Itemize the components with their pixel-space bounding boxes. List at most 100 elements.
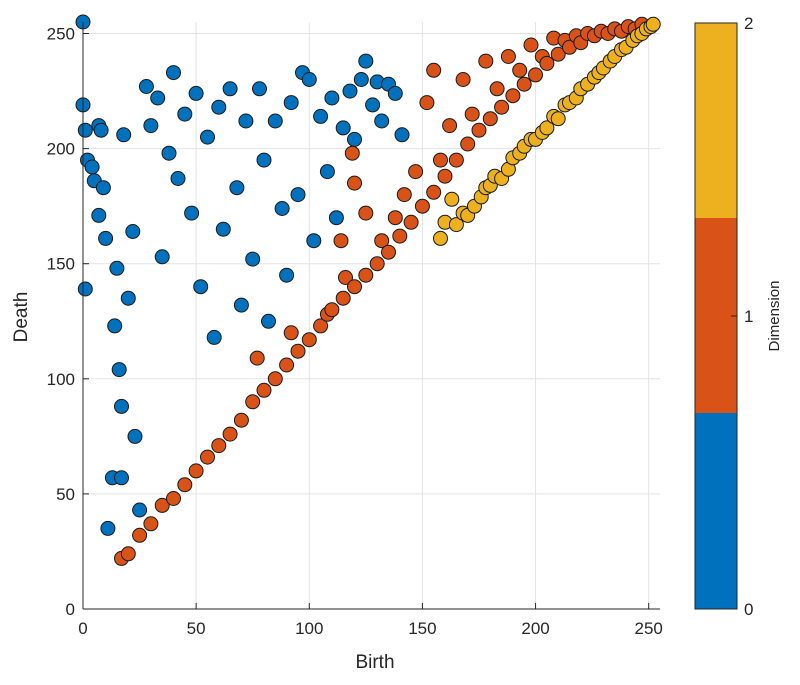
data-point xyxy=(482,111,498,127)
data-point xyxy=(283,325,299,341)
data-point xyxy=(233,297,249,313)
data-point xyxy=(550,46,566,62)
colorbar-label: Dimension xyxy=(766,281,783,352)
data-point xyxy=(184,205,200,221)
colorbar-segment-dimension-1 xyxy=(695,218,737,413)
data-point xyxy=(505,88,521,104)
y-tick-label: 0 xyxy=(66,600,75,619)
data-point xyxy=(471,122,487,138)
grid-lines xyxy=(82,22,660,610)
data-point xyxy=(301,332,317,348)
data-point xyxy=(338,270,353,285)
data-point xyxy=(353,72,369,87)
data-point xyxy=(116,127,132,143)
data-point xyxy=(93,122,109,138)
data-point xyxy=(347,175,362,191)
data-point xyxy=(233,412,249,428)
data-point xyxy=(91,207,107,223)
data-point xyxy=(403,214,419,230)
colorbar: 0 1 2 Dimension xyxy=(694,14,783,619)
data-point xyxy=(306,233,322,249)
data-point xyxy=(444,191,460,207)
data-point xyxy=(528,67,543,83)
data-point xyxy=(512,62,528,78)
data-point xyxy=(324,90,340,106)
data-point xyxy=(114,470,129,486)
data-point xyxy=(478,53,494,69)
data-point xyxy=(550,111,566,127)
data-point xyxy=(365,97,381,113)
colorbar-segment-dimension-0 xyxy=(695,413,737,609)
data-point xyxy=(154,249,170,265)
data-point xyxy=(313,108,329,124)
data-point xyxy=(238,113,254,129)
data-point xyxy=(358,267,374,283)
colorbar-tick-label-2: 2 xyxy=(744,14,753,33)
data-point xyxy=(77,281,93,297)
data-point xyxy=(494,99,510,115)
data-point xyxy=(166,65,181,81)
data-point xyxy=(374,233,390,249)
data-point xyxy=(143,516,159,532)
x-tick-label: 0 xyxy=(78,619,87,638)
data-point xyxy=(500,49,516,64)
x-axis-label: Birth xyxy=(355,652,394,673)
data-point xyxy=(100,520,116,536)
data-point xyxy=(132,502,148,518)
data-point xyxy=(177,106,193,122)
y-tick-label: 250 xyxy=(47,25,75,44)
data-point xyxy=(267,371,283,387)
data-point xyxy=(127,428,143,444)
data-point xyxy=(274,201,290,216)
data-point xyxy=(114,398,129,414)
data-point xyxy=(335,290,351,306)
data-point xyxy=(98,230,114,246)
data-point xyxy=(290,343,306,359)
x-axis-ticks: 0 50 100 150 200 250 xyxy=(78,603,663,638)
axes xyxy=(82,22,660,610)
data-point xyxy=(245,394,261,410)
data-point xyxy=(539,55,555,71)
x-tick-label: 100 xyxy=(295,619,323,638)
data-point xyxy=(138,79,154,94)
data-point xyxy=(333,233,349,249)
data-point xyxy=(358,53,374,69)
y-axis-ticks: 0 50 100 150 200 250 xyxy=(47,25,89,619)
data-point xyxy=(206,329,222,345)
data-point xyxy=(426,184,442,200)
data-point xyxy=(211,438,227,454)
data-point xyxy=(150,90,166,106)
data-point xyxy=(374,113,390,129)
data-point xyxy=(319,164,335,180)
data-point xyxy=(111,362,127,378)
data-point xyxy=(387,210,403,226)
data-point xyxy=(267,113,283,129)
data-point xyxy=(120,546,136,562)
data-point xyxy=(188,85,204,101)
x-tick-label: 200 xyxy=(521,619,549,638)
y-tick-label: 50 xyxy=(56,485,75,504)
data-point xyxy=(188,463,204,479)
data-point xyxy=(77,122,93,138)
data-point xyxy=(279,267,295,283)
data-point xyxy=(408,164,424,180)
data-point xyxy=(107,318,123,334)
data-point xyxy=(324,302,340,318)
data-point xyxy=(283,95,299,111)
colorbar-segment-dimension-2 xyxy=(695,23,737,218)
data-point xyxy=(645,16,661,32)
data-point xyxy=(290,187,306,203)
data-point xyxy=(222,426,238,442)
data-point xyxy=(344,145,360,161)
data-point xyxy=(342,83,358,99)
data-point xyxy=(245,251,261,267)
y-tick-label: 100 xyxy=(47,370,75,389)
data-point xyxy=(109,260,125,276)
data-point xyxy=(215,221,231,237)
data-point xyxy=(347,131,362,147)
data-point xyxy=(448,217,464,233)
series-dimension-2 xyxy=(433,16,661,246)
y-tick-label: 200 xyxy=(47,140,75,159)
y-tick-label: 150 xyxy=(47,255,75,274)
